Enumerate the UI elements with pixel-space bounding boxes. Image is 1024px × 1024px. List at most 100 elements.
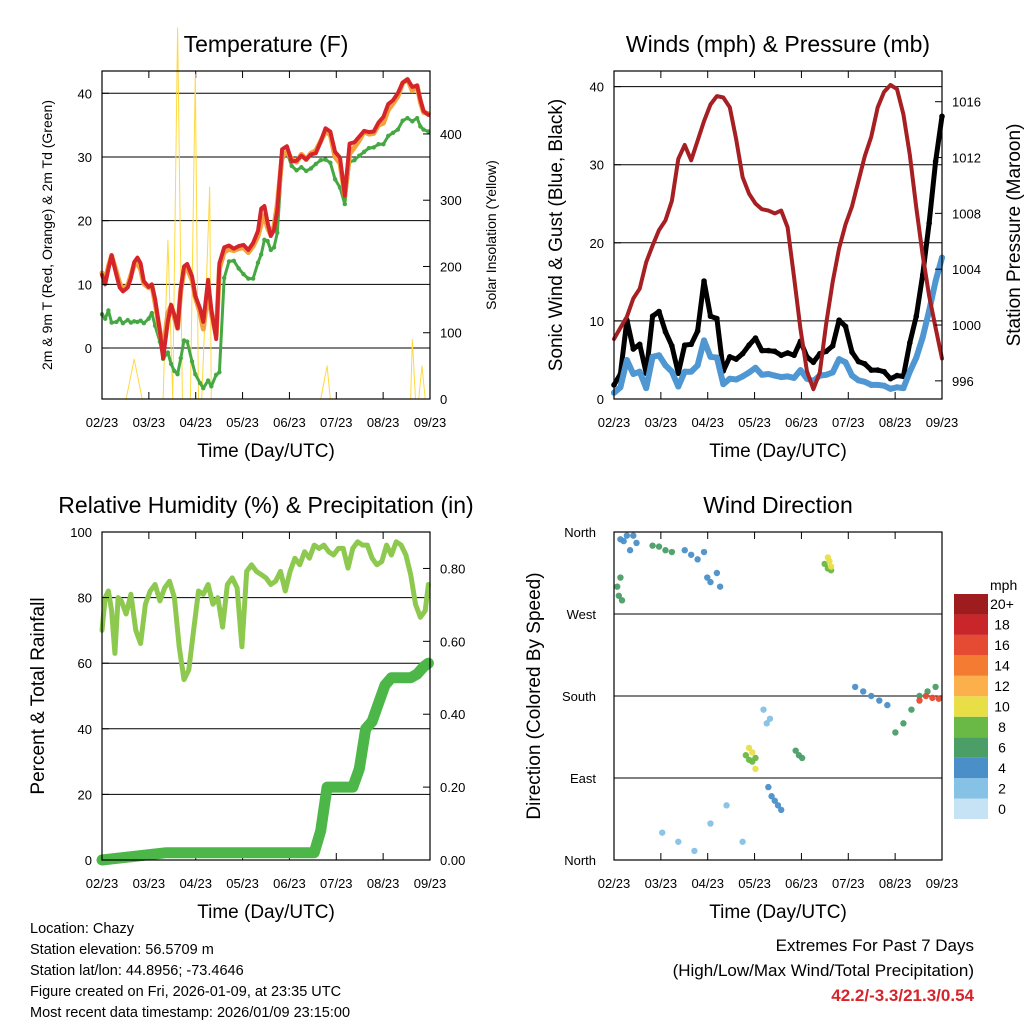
plot-border bbox=[101, 70, 431, 400]
dewpoint-point bbox=[168, 361, 174, 367]
colorbar-swatch bbox=[954, 655, 988, 676]
direction-point bbox=[707, 820, 714, 827]
y-tick-label: 0 bbox=[85, 853, 92, 868]
direction-point bbox=[668, 548, 676, 556]
dewpoint-point bbox=[189, 359, 195, 364]
dewpoint-point bbox=[271, 245, 277, 250]
direction-point bbox=[932, 683, 939, 691]
dewpoint-point bbox=[221, 275, 227, 281]
dewpoint-point bbox=[114, 319, 119, 325]
direction-point bbox=[860, 688, 867, 695]
direction-point bbox=[884, 701, 891, 709]
panel-title: Winds (mph) & Pressure (mb) bbox=[626, 31, 930, 57]
dewpoint-point bbox=[332, 177, 338, 182]
direction-point bbox=[655, 543, 663, 550]
x-tick-label: 08/23 bbox=[367, 415, 400, 430]
x-axis-label: Time (Day/UTC) bbox=[709, 902, 847, 923]
colorbar-swatch bbox=[954, 737, 988, 758]
x-axis-label: Time (Day/UTC) bbox=[197, 441, 335, 462]
wind-point bbox=[746, 369, 753, 376]
y-axis-label-right: Solar Insolation (Yellow) bbox=[483, 160, 499, 310]
y-tick-label-right: 1000 bbox=[952, 318, 981, 333]
dewpoint-point bbox=[357, 153, 362, 158]
dewpoint-point bbox=[390, 130, 396, 135]
dewpoint-point bbox=[313, 161, 319, 167]
x-tick-label: 08/23 bbox=[367, 876, 400, 891]
dewpoint-point bbox=[109, 320, 114, 325]
dewpoint-point bbox=[250, 276, 256, 281]
dewpoint-point bbox=[201, 385, 206, 391]
x-tick-label: 04/23 bbox=[691, 415, 724, 430]
dewpoint-point bbox=[381, 142, 386, 147]
direction-point bbox=[760, 706, 767, 713]
direction-point bbox=[704, 574, 711, 581]
direction-point bbox=[922, 692, 930, 700]
extremes-title: Extremes For Past 7 Days bbox=[775, 936, 974, 955]
wind-point bbox=[765, 371, 772, 378]
temp-2m-line bbox=[100, 77, 431, 361]
dewpoint-point bbox=[421, 127, 426, 132]
dewpoint-point bbox=[371, 145, 376, 150]
wind-point bbox=[784, 373, 791, 380]
dewpoint-point bbox=[294, 168, 299, 173]
x-tick-label: 07/23 bbox=[832, 415, 865, 430]
extremes-box: Extremes For Past 7 Days (High/Low/Max W… bbox=[673, 933, 974, 1008]
x-tick-label: 07/23 bbox=[320, 876, 353, 891]
y-tick-label: West bbox=[567, 607, 597, 622]
wind-point bbox=[688, 368, 695, 375]
colorbar-swatch bbox=[954, 594, 988, 615]
direction-point bbox=[868, 692, 875, 700]
colorbar-label: 14 bbox=[994, 658, 1010, 674]
direction-point bbox=[723, 802, 730, 809]
y-tick-label-right: 1016 bbox=[952, 95, 981, 110]
y-tick-label-right: 1008 bbox=[952, 206, 981, 221]
direction-point bbox=[707, 578, 714, 586]
y-axis-label: Direction (Colored By Speed) bbox=[524, 572, 545, 819]
y-tick-label-right: 1004 bbox=[952, 262, 981, 277]
plot-border bbox=[613, 70, 943, 400]
colorbar-label: 8 bbox=[998, 719, 1006, 735]
wind-point bbox=[758, 371, 765, 378]
x-tick-label: 09/23 bbox=[926, 876, 959, 891]
dewpoint-point bbox=[275, 230, 280, 235]
dewpoint-point bbox=[231, 258, 237, 263]
dewpoint-point bbox=[125, 317, 130, 323]
panel-title: Relative Humidity (%) & Precipitation (i… bbox=[58, 492, 473, 518]
direction-point bbox=[649, 542, 656, 549]
y-tick-label: 60 bbox=[78, 656, 92, 671]
wind-point bbox=[900, 385, 907, 392]
y-tick-label: 40 bbox=[590, 80, 604, 95]
dewpoint-point bbox=[400, 118, 405, 123]
y-tick-label: 30 bbox=[78, 150, 92, 165]
direction-point bbox=[935, 695, 942, 702]
extremes-values: 42.2/-3.3/21.3/0.54 bbox=[831, 986, 974, 1005]
direction-point bbox=[614, 583, 621, 590]
y-tick-label: North bbox=[564, 525, 596, 540]
x-tick-label: 05/23 bbox=[226, 876, 259, 891]
dewpoint-point bbox=[361, 149, 367, 155]
panel-1: Temperature (F) Time (Day/UTC) 02/23 03/23 0… bbox=[39, 27, 499, 462]
colorbar-swatch bbox=[954, 798, 988, 819]
wind-point bbox=[919, 334, 926, 341]
wind-point bbox=[675, 383, 682, 390]
colorbar-swatch bbox=[954, 634, 988, 656]
dewpoint-point bbox=[217, 370, 222, 375]
direction-point bbox=[876, 697, 883, 704]
direction-point bbox=[630, 532, 637, 539]
wind-point bbox=[733, 376, 740, 383]
station-info: Location: Chazy Station elevation: 56.57… bbox=[30, 919, 350, 1024]
direction-point bbox=[826, 557, 833, 565]
direction-point bbox=[892, 729, 899, 736]
direction-point bbox=[617, 574, 624, 581]
direction-point bbox=[851, 683, 859, 691]
direction-point bbox=[691, 847, 698, 855]
dewpoint-point bbox=[405, 115, 410, 121]
y-tick-label: 20 bbox=[590, 236, 604, 251]
y-tick-label-right: 0.60 bbox=[440, 634, 465, 649]
x-axis-label: Time (Day/UTC) bbox=[709, 441, 847, 462]
y-tick-label-right: 0 bbox=[440, 392, 447, 407]
colorbar-label: 18 bbox=[994, 617, 1010, 633]
x-tick-label: 07/23 bbox=[832, 876, 865, 891]
x-tick-label: 07/23 bbox=[320, 415, 353, 430]
wind-point bbox=[887, 385, 894, 392]
